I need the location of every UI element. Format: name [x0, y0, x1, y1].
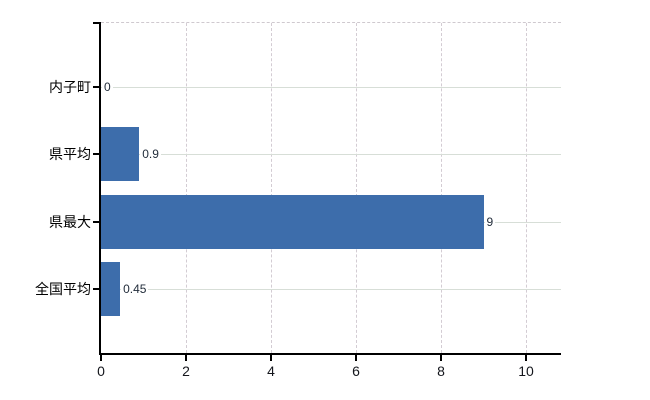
x-tick-label: 8	[437, 363, 445, 379]
bar	[101, 194, 484, 249]
x-tick-label: 4	[267, 363, 275, 379]
plot-top-border	[101, 22, 561, 23]
x-axis-line	[99, 353, 561, 355]
category-label: 県平均	[49, 146, 91, 163]
category-label: 全国平均	[35, 280, 91, 297]
x-axis-tick	[525, 355, 527, 361]
horizontal-gridline	[101, 87, 561, 88]
category-label: 内子町	[49, 79, 91, 95]
x-axis-tick	[270, 355, 272, 361]
value-label: 0	[102, 80, 113, 94]
x-axis-tick	[185, 355, 187, 361]
x-axis-tick	[100, 355, 102, 361]
vertical-gridline	[356, 23, 357, 353]
x-axis-tick	[440, 355, 442, 361]
y-axis-tick	[93, 86, 99, 88]
y-axis-tick	[93, 287, 99, 290]
vertical-gridline	[441, 23, 442, 353]
x-tick-label: 6	[352, 363, 360, 379]
y-axis-tick	[93, 153, 99, 156]
bar	[101, 127, 140, 182]
x-tick-label: 10	[518, 363, 534, 379]
x-axis-tick	[355, 355, 357, 361]
vertical-gridline	[186, 23, 187, 353]
category-label: 県最大	[49, 213, 91, 230]
vertical-gridline	[271, 23, 272, 353]
bar	[101, 261, 121, 316]
y-axis-tick	[93, 220, 99, 223]
x-tick-label: 0	[97, 363, 105, 379]
x-tick-label: 2	[182, 363, 190, 379]
horizontal-gridline	[101, 288, 561, 290]
value-label: 0.45	[121, 281, 149, 296]
y-axis-top-tick	[93, 22, 99, 24]
value-label: 9	[484, 214, 496, 229]
horizontal-gridline	[101, 154, 561, 156]
vertical-gridline	[526, 23, 527, 353]
value-label: 0.9	[140, 147, 161, 162]
y-axis-line	[99, 22, 101, 355]
